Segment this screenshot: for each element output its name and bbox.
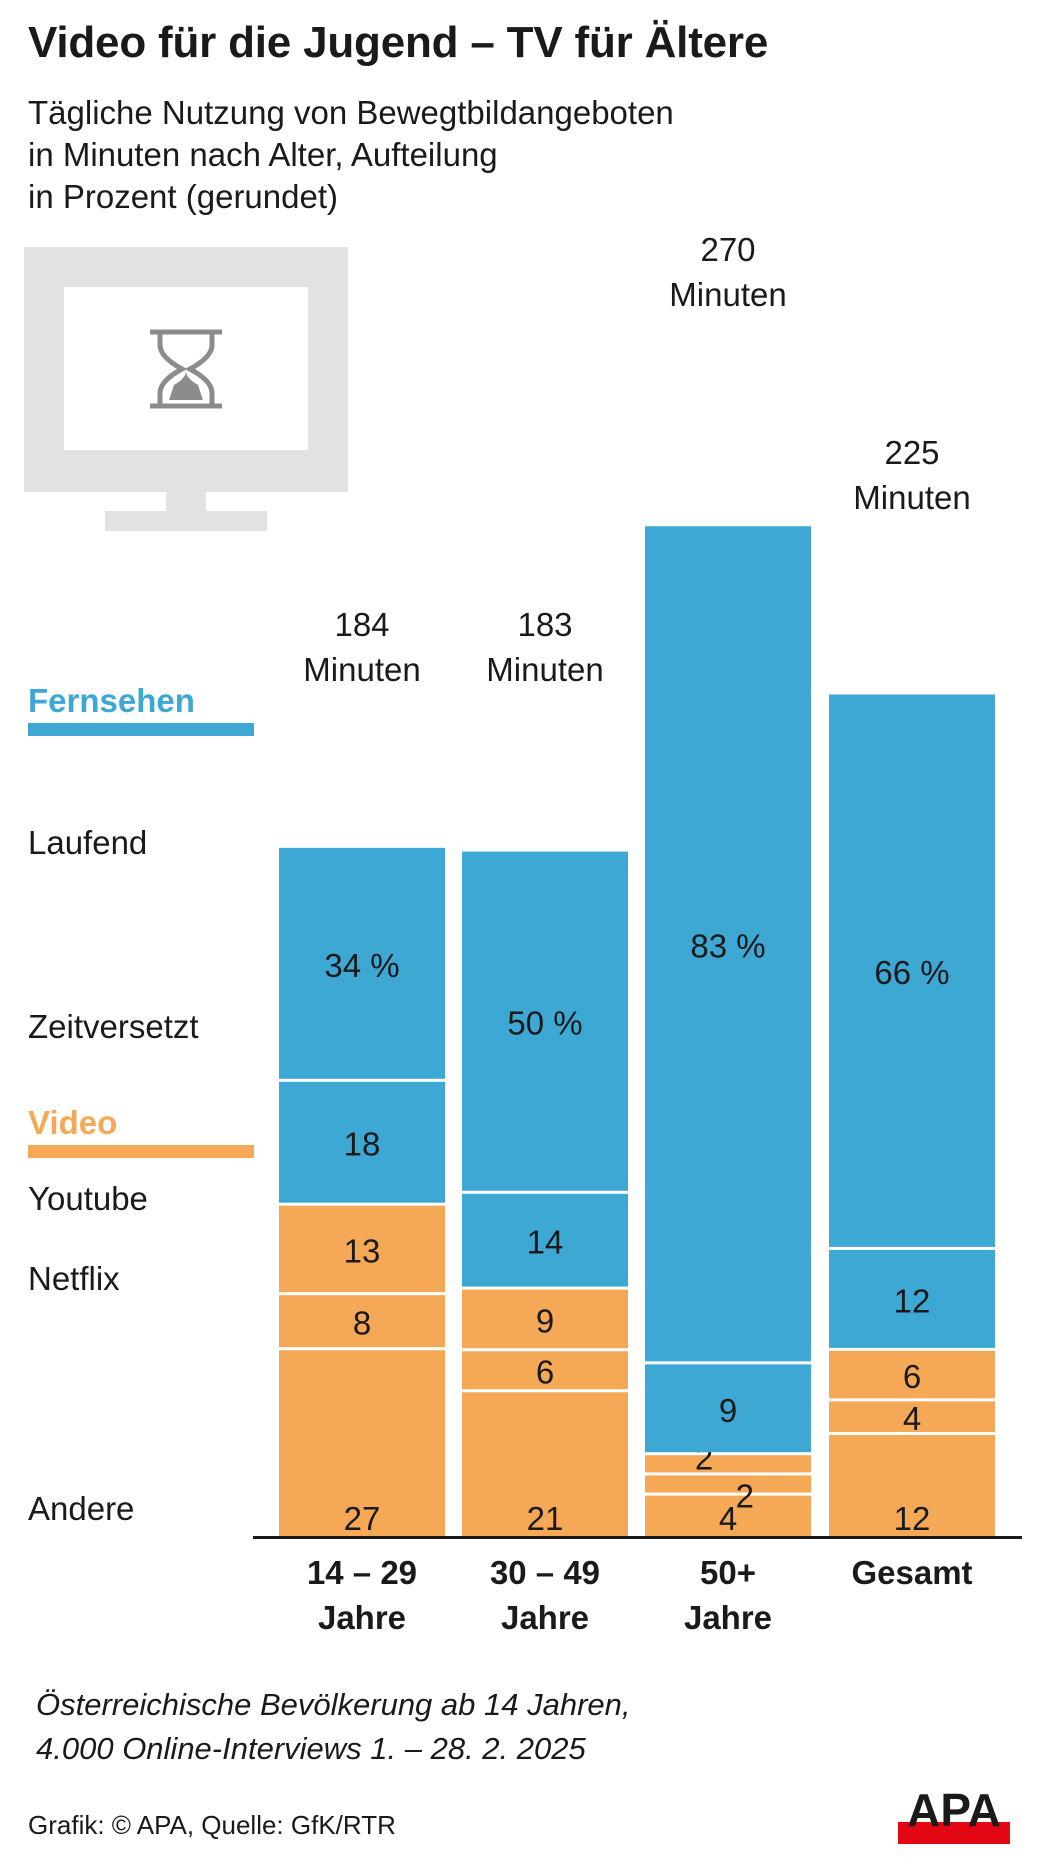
bar-segment-andere-2 — [645, 1495, 811, 1536]
footnote: Österreichische Bevölkerung ab 14 Jahren… — [36, 1683, 631, 1771]
bar-segment-youtube-0 — [279, 1205, 445, 1293]
data-label-laufend-3: 66 % — [874, 954, 949, 991]
data-label-zeitversetzt-2: 9 — [719, 1392, 737, 1429]
data-label-andere-1: 21 — [527, 1500, 564, 1537]
data-label-netflix-1: 6 — [536, 1354, 554, 1391]
data-label-andere-2: 4 — [719, 1500, 737, 1537]
bar-segment-netflix-0 — [279, 1295, 445, 1348]
x-category-line: Gesamt — [851, 1554, 973, 1591]
x-category-line: Jahre — [317, 1599, 407, 1636]
bar-segment-andere-3 — [829, 1435, 995, 1536]
data-label-netflix-2: 2 — [736, 1478, 754, 1515]
x-category-line: 14 – 29 — [306, 1554, 418, 1591]
x-category-line: Jahre — [500, 1599, 590, 1636]
legend-item-andere: Andere — [28, 1490, 135, 1527]
data-label-youtube-0: 13 — [344, 1232, 381, 1269]
bar-segment-youtube-2 — [645, 1455, 811, 1473]
bar-segment-netflix-3 — [829, 1401, 995, 1433]
apa-logo-text: APA — [907, 1786, 1001, 1836]
chart-subtitle: Tägliche Nutzung von Bewegtbildangeboten… — [28, 92, 788, 218]
bar-segment-zeitversetzt-2 — [645, 1364, 811, 1453]
x-category-line: Jahre — [683, 1599, 773, 1636]
bar-segment-zeitversetzt-0 — [279, 1081, 445, 1203]
data-label-youtube-3: 6 — [903, 1358, 921, 1395]
legend-heading-video: Video — [28, 1104, 118, 1141]
data-label-netflix-0: 8 — [353, 1305, 371, 1342]
legend-item-zeitversetzt: Zeitversetzt — [28, 1008, 199, 1045]
data-label-andere-0: 27 — [344, 1500, 381, 1537]
data-label-netflix-3: 4 — [903, 1400, 921, 1437]
bar-segment-laufend-1 — [462, 851, 628, 1191]
data-label-zeitversetzt-1: 14 — [527, 1224, 564, 1261]
x-category-gesamt: Gesamt — [829, 1550, 995, 1595]
total-label-1: 183 Minuten — [462, 602, 628, 692]
data-label-laufend-0: 34 % — [324, 947, 399, 984]
total-label-2: 270 Minuten — [645, 227, 811, 317]
apa-logo: APA — [898, 1786, 1010, 1844]
legend-line-fernsehen — [28, 723, 254, 736]
x-category-30-49: 30 – 49 Jahre — [462, 1550, 628, 1640]
legend-line-video — [28, 1145, 254, 1158]
x-category-line: 30 – 49 — [489, 1554, 601, 1591]
bar-segment-laufend-3 — [829, 694, 995, 1247]
tv-hourglass-icon — [24, 247, 348, 531]
data-label-laufend-1: 50 % — [507, 1005, 582, 1042]
x-category-50plus: 50+ Jahre — [645, 1550, 811, 1640]
data-label-zeitversetzt-3: 12 — [894, 1282, 931, 1319]
total-unit: Minuten — [303, 651, 421, 688]
legend-item-laufend: Laufend — [28, 824, 148, 861]
legend-item-youtube: Youtube — [28, 1180, 148, 1217]
total-label-0: 184 Minuten — [279, 602, 445, 692]
bar-segment-laufend-2 — [645, 526, 811, 1362]
total-value: 183 — [517, 606, 573, 643]
subtitle-line: Tägliche Nutzung von Bewegtbildangeboten — [28, 94, 674, 131]
x-category-line: 50+ — [700, 1554, 756, 1591]
legend-heading-fernsehen: Fernsehen — [28, 682, 195, 719]
total-value: 184 — [334, 606, 390, 643]
bar-segment-netflix-1 — [462, 1351, 628, 1390]
bar-segment-youtube-1 — [462, 1289, 628, 1349]
bar-segment-andere-1 — [462, 1392, 628, 1536]
bar-segment-youtube-3 — [829, 1350, 995, 1399]
total-label-3: 225 Minuten — [829, 430, 995, 520]
footnote-line: Österreichische Bevölkerung ab 14 Jahren… — [36, 1687, 631, 1722]
data-label-laufend-2: 83 % — [690, 927, 765, 964]
footnote-line: 4.000 Online-Interviews 1. – 28. 2. 2025 — [36, 1731, 586, 1766]
bar-segment-andere-0 — [279, 1350, 445, 1536]
data-label-zeitversetzt-0: 18 — [344, 1126, 381, 1163]
total-unit: Minuten — [853, 479, 971, 516]
data-label-youtube-1: 9 — [536, 1302, 554, 1339]
subtitle-line: in Minuten nach Alter, Aufteilung — [28, 136, 498, 173]
total-value: 270 — [700, 231, 756, 268]
total-unit: Minuten — [486, 651, 604, 688]
x-category-14-29: 14 – 29 Jahre — [279, 1550, 445, 1640]
source-credit: Grafik: © APA, Quelle: GfK/RTR — [28, 1810, 396, 1840]
chart-title: Video für die Jugend – TV für Ältere — [28, 18, 769, 67]
bar-segment-laufend-0 — [279, 847, 445, 1079]
bar-segment-netflix-2 — [645, 1475, 811, 1493]
bar-segment-zeitversetzt-3 — [829, 1249, 995, 1348]
subtitle-line: in Prozent (gerundet) — [28, 178, 339, 215]
legend-item-netflix: Netflix — [28, 1260, 120, 1297]
total-value: 225 — [884, 434, 940, 471]
data-label-andere-3: 12 — [894, 1500, 931, 1537]
bar-segment-zeitversetzt-1 — [462, 1193, 628, 1287]
total-unit: Minuten — [669, 276, 787, 313]
